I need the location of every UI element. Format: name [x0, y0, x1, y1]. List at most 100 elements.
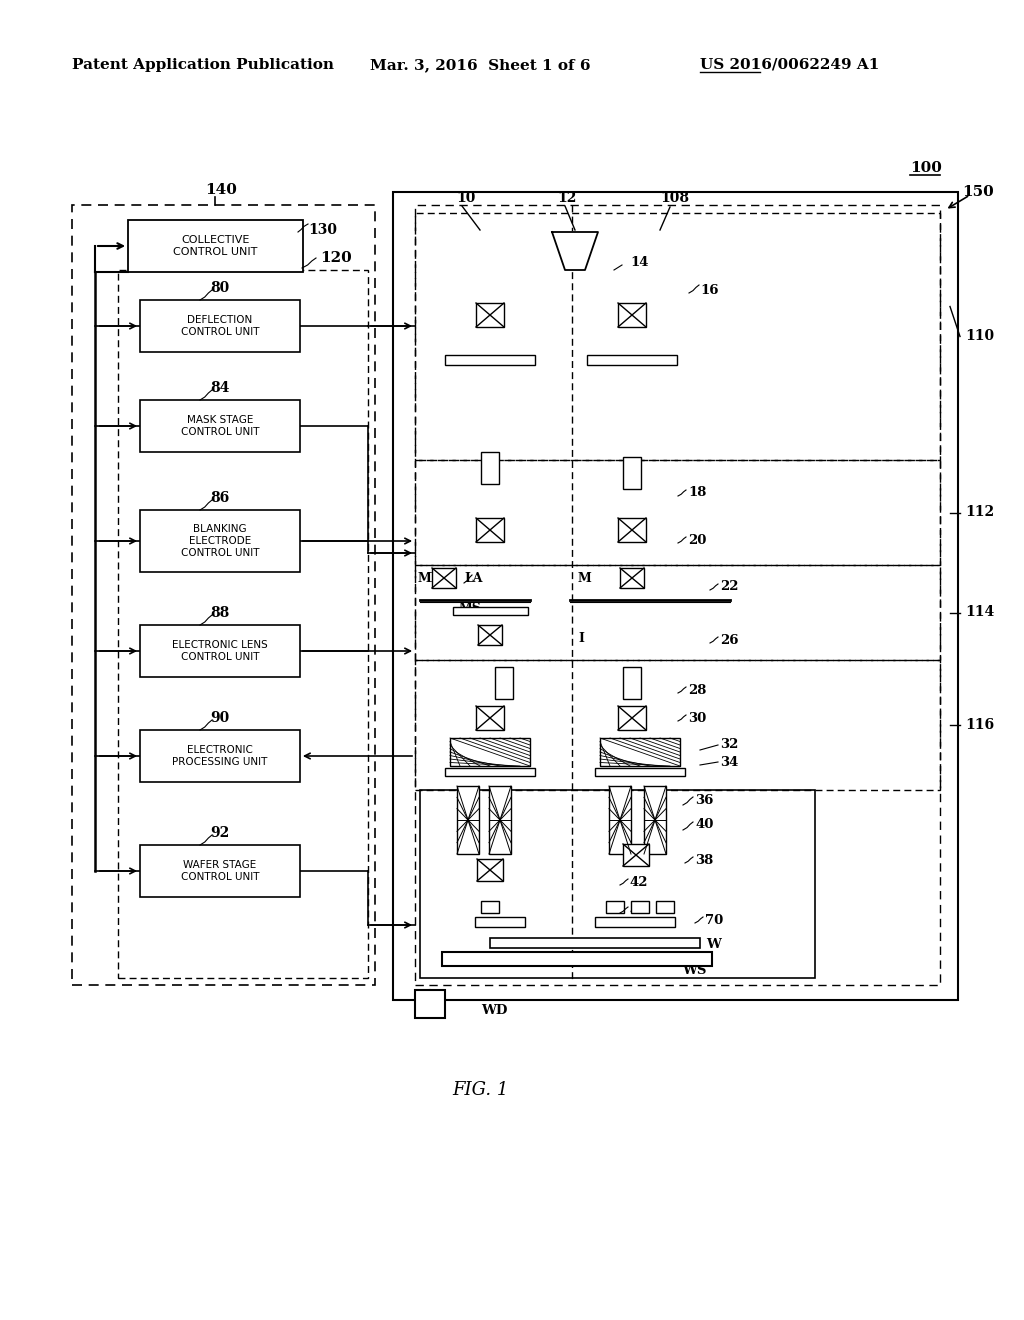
Bar [656, 902, 674, 913]
Bar [475, 917, 525, 927]
Bar [432, 568, 456, 587]
Bar [140, 845, 300, 898]
Bar [623, 457, 641, 488]
Text: MS: MS [459, 602, 482, 615]
Bar [609, 785, 631, 854]
Bar [415, 990, 445, 1018]
Text: Patent Application Publication: Patent Application Publication [72, 58, 334, 73]
Text: 140: 140 [205, 183, 237, 197]
Bar [442, 952, 712, 966]
Text: 38: 38 [695, 854, 714, 866]
Bar [72, 205, 375, 985]
Bar [457, 785, 479, 854]
Text: MD: MD [418, 572, 442, 585]
Text: 120: 120 [319, 251, 352, 265]
Bar [445, 355, 535, 366]
Bar [490, 939, 700, 948]
Text: WD: WD [481, 1003, 507, 1016]
Bar [128, 220, 303, 272]
Bar [481, 451, 499, 484]
Polygon shape [552, 232, 598, 271]
Text: 108: 108 [660, 191, 689, 205]
Bar [415, 213, 940, 459]
Bar [445, 768, 535, 776]
Text: 34: 34 [720, 755, 738, 768]
Bar [623, 667, 641, 700]
Text: ELECTRONIC LENS
CONTROL UNIT: ELECTRONIC LENS CONTROL UNIT [172, 640, 268, 661]
Bar [631, 902, 649, 913]
Text: DEFLECTION
CONTROL UNIT: DEFLECTION CONTROL UNIT [181, 315, 259, 337]
Bar [140, 400, 300, 451]
Text: 12: 12 [557, 191, 577, 205]
Text: 40: 40 [695, 818, 714, 832]
Text: 70: 70 [705, 913, 723, 927]
Text: 36: 36 [695, 793, 714, 807]
Bar [618, 517, 646, 543]
Text: 42: 42 [630, 875, 648, 888]
Bar [495, 667, 513, 700]
Bar [618, 706, 646, 730]
Bar [420, 789, 815, 978]
Bar [140, 510, 300, 572]
Bar [140, 300, 300, 352]
Bar [606, 902, 624, 913]
Bar [595, 917, 675, 927]
Bar [140, 624, 300, 677]
Text: 116: 116 [965, 718, 994, 733]
Text: ELECTRONIC
PROCESSING UNIT: ELECTRONIC PROCESSING UNIT [172, 746, 267, 767]
Text: WS: WS [682, 964, 707, 977]
Text: 26: 26 [720, 634, 738, 647]
Bar [623, 843, 649, 866]
Text: W: W [706, 939, 721, 952]
Text: 100: 100 [910, 161, 942, 176]
Bar [478, 624, 502, 645]
Text: BLANKING
ELECTRODE
CONTROL UNIT: BLANKING ELECTRODE CONTROL UNIT [181, 524, 259, 557]
Bar [140, 730, 300, 781]
Text: I: I [578, 631, 584, 644]
Bar [620, 568, 644, 587]
Bar [618, 304, 646, 327]
Bar [481, 902, 499, 913]
Text: 86: 86 [210, 491, 229, 506]
Text: 44: 44 [630, 903, 648, 916]
Bar [644, 785, 666, 854]
Text: 112: 112 [965, 506, 994, 520]
Bar [489, 785, 511, 854]
Text: 20: 20 [688, 533, 707, 546]
Bar [600, 738, 680, 766]
Text: 114: 114 [965, 606, 994, 619]
Bar [393, 191, 958, 1001]
Text: 110: 110 [965, 330, 994, 343]
Bar [587, 355, 677, 366]
Bar [476, 304, 504, 327]
Bar [453, 607, 527, 615]
Bar [415, 660, 940, 789]
Text: 16: 16 [700, 284, 719, 297]
Text: FIG. 1: FIG. 1 [452, 1081, 508, 1100]
Text: COLLECTIVE
CONTROL UNIT: COLLECTIVE CONTROL UNIT [173, 235, 258, 257]
Text: 80: 80 [210, 281, 229, 294]
Bar [476, 517, 504, 543]
Text: M: M [578, 572, 592, 585]
Bar [415, 205, 940, 985]
Bar [477, 859, 503, 880]
Text: 92: 92 [210, 826, 229, 840]
Text: LA: LA [464, 572, 482, 585]
Text: 90: 90 [210, 711, 229, 725]
Bar [450, 738, 530, 766]
Text: 22: 22 [720, 581, 738, 594]
Text: 130: 130 [308, 223, 337, 238]
Bar [415, 565, 940, 660]
Text: 32: 32 [720, 738, 738, 751]
Text: 14: 14 [630, 256, 648, 268]
Text: 150: 150 [962, 185, 993, 199]
Text: 10: 10 [456, 191, 475, 205]
Text: MASK STAGE
CONTROL UNIT: MASK STAGE CONTROL UNIT [181, 416, 259, 437]
Text: Mar. 3, 2016  Sheet 1 of 6: Mar. 3, 2016 Sheet 1 of 6 [370, 58, 591, 73]
Text: 30: 30 [688, 711, 707, 725]
Bar [118, 271, 368, 978]
Text: 28: 28 [688, 684, 707, 697]
Text: 84: 84 [210, 381, 229, 395]
Text: WAFER STAGE
CONTROL UNIT: WAFER STAGE CONTROL UNIT [181, 861, 259, 882]
Text: 18: 18 [688, 487, 707, 499]
